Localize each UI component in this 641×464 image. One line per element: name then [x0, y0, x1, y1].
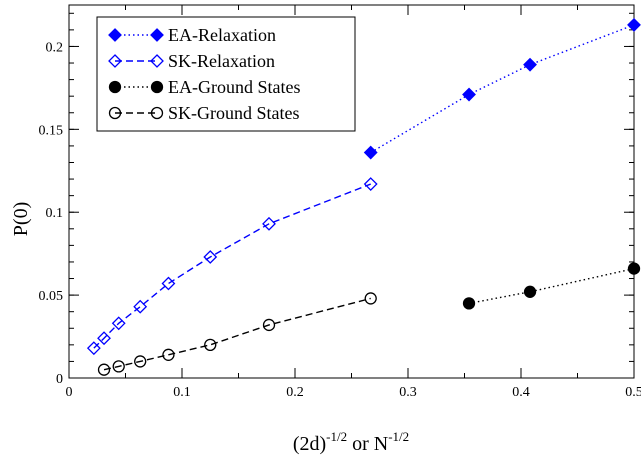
x-axis-label-part2: or N: [347, 433, 388, 455]
data-point-ea-relaxation: [627, 17, 641, 32]
data-point-sk-relaxation: [97, 331, 111, 346]
y-tick-label: 0.2: [46, 40, 64, 55]
x-tick-label: 0.3: [399, 385, 417, 400]
x-axis-label-part1: (2d): [293, 433, 326, 455]
legend-label-sk-ground-states: SK-Ground States: [168, 103, 300, 123]
data-point-ea-relaxation: [462, 87, 476, 102]
series-ea-ground-states: [462, 262, 641, 310]
legend-marker-sk-ground-states: [108, 106, 122, 120]
series-line-sk-ground-states: [103, 297, 371, 371]
x-tick-label: 0.5: [625, 385, 641, 400]
data-point-sk-relaxation: [363, 177, 378, 191]
legend: EA-Relaxation SK-Relaxation EA-Ground Stat…: [96, 16, 356, 132]
series-line-sk-relaxation: [93, 183, 371, 349]
data-point-ea-ground-states: [523, 285, 537, 298]
y-axis-label: P(0): [10, 202, 32, 236]
legend-label-sk-relaxation: SK-Relaxation: [168, 51, 275, 71]
series-layer: [86, 17, 641, 376]
legend-marker-ea-ground-states: [150, 80, 164, 94]
legend-label-ea-ground-states: EA-Ground States: [168, 77, 300, 97]
data-point-sk-relaxation: [86, 341, 101, 356]
series-sk-ground-states: [97, 292, 377, 376]
series-sk-relaxation: [86, 177, 378, 356]
x-tick-label: 0: [66, 385, 73, 400]
legend-marker-ea-relaxation: [108, 28, 122, 42]
series-line-ea-ground-states: [468, 267, 635, 305]
data-point-sk-ground-states: [97, 363, 111, 376]
legend-box: [96, 16, 356, 132]
x-tick-label: 0.2: [286, 385, 304, 400]
x-axis-label-sup1: -1/2: [326, 429, 347, 444]
data-point-ea-ground-states: [627, 262, 641, 275]
y-tick-label: 0.1: [46, 206, 64, 221]
data-point-sk-relaxation: [262, 216, 276, 231]
x-tick-label: 0.4: [512, 385, 530, 400]
y-tick-label: 0.05: [39, 289, 64, 304]
legend-label-ea-relaxation: EA-Relaxation: [168, 25, 276, 45]
x-axis-label-sup2: -1/2: [388, 429, 409, 444]
x-tick-label: 0.1: [173, 385, 191, 400]
series-line-ea-relaxation: [370, 24, 635, 154]
data-point-sk-ground-states: [162, 348, 175, 361]
legend-marker-sk-relaxation: [108, 54, 122, 68]
legend-marker-ea-relaxation: [150, 28, 164, 42]
series-ea-relaxation: [363, 17, 641, 160]
data-point-sk-relaxation: [161, 276, 176, 291]
data-point-sk-relaxation: [203, 250, 218, 264]
legend-marker-sk-ground-states: [150, 106, 164, 120]
data-point-sk-ground-states: [112, 360, 125, 373]
data-point-sk-relaxation: [111, 316, 126, 331]
data-point-ea-relaxation: [523, 57, 537, 72]
y-tick-label: 0: [56, 372, 63, 387]
axis-ticks: 0 0.1 0.2 0.3 0.4 0.5 0 0.05 0.1 0.15 0.2: [39, 5, 641, 400]
data-point-sk-ground-states: [134, 355, 147, 368]
data-point-ea-relaxation: [363, 145, 378, 160]
data-point-sk-relaxation: [133, 299, 148, 314]
legend-marker-sk-relaxation: [150, 54, 164, 68]
legend-marker-ea-ground-states: [108, 80, 122, 94]
data-point-ea-ground-states: [462, 297, 476, 310]
data-point-sk-ground-states: [364, 292, 377, 305]
data-point-sk-ground-states: [204, 338, 217, 351]
y-tick-label: 0.15: [39, 123, 64, 138]
data-point-sk-ground-states: [262, 318, 276, 332]
x-axis-label: (2d)-1/2 or N-1/2: [293, 429, 409, 455]
